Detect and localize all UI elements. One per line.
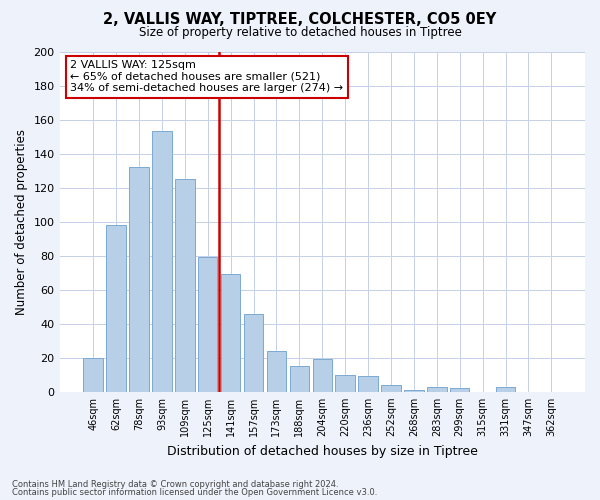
Text: 2 VALLIS WAY: 125sqm
← 65% of detached houses are smaller (521)
34% of semi-deta: 2 VALLIS WAY: 125sqm ← 65% of detached h… — [70, 60, 343, 93]
Bar — [175, 179, 194, 392]
Bar — [427, 386, 446, 392]
Bar — [404, 390, 424, 392]
Text: 2, VALLIS WAY, TIPTREE, COLCHESTER, CO5 0EY: 2, VALLIS WAY, TIPTREE, COLCHESTER, CO5 … — [103, 12, 497, 28]
Bar — [152, 132, 172, 392]
Bar — [290, 366, 309, 392]
Bar — [129, 167, 149, 392]
Bar — [267, 351, 286, 392]
Bar — [450, 388, 469, 392]
Bar — [106, 225, 126, 392]
Bar — [313, 360, 332, 392]
Bar — [358, 376, 378, 392]
Bar — [381, 385, 401, 392]
Bar — [198, 258, 217, 392]
Bar — [244, 314, 263, 392]
Text: Contains public sector information licensed under the Open Government Licence v3: Contains public sector information licen… — [12, 488, 377, 497]
Bar — [496, 386, 515, 392]
Bar — [335, 375, 355, 392]
Bar — [221, 274, 241, 392]
Bar — [83, 358, 103, 392]
Text: Contains HM Land Registry data © Crown copyright and database right 2024.: Contains HM Land Registry data © Crown c… — [12, 480, 338, 489]
Y-axis label: Number of detached properties: Number of detached properties — [15, 128, 28, 314]
Text: Size of property relative to detached houses in Tiptree: Size of property relative to detached ho… — [139, 26, 461, 39]
X-axis label: Distribution of detached houses by size in Tiptree: Distribution of detached houses by size … — [167, 444, 478, 458]
